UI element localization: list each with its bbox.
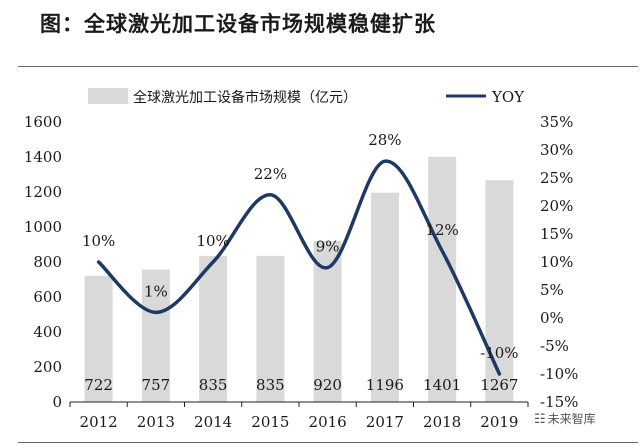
yoy-label-2018: 12% <box>425 221 458 239</box>
figure-title: 图：全球激光加工设备市场规模稳健扩张 <box>40 12 436 36</box>
axes: 2012 2013 2014 2015 2016 2017 2018 2019 0 200 400 6… <box>24 113 579 431</box>
line-series <box>96 159 502 376</box>
wechat-icon: ☷ <box>534 412 546 427</box>
y-left-tick-label: 1000 <box>24 218 62 236</box>
x-tick-label-2013: 2013 <box>137 413 175 431</box>
bar-2015 <box>256 255 285 402</box>
y-right-tick-label: 5% <box>540 281 564 299</box>
bar-2019 <box>485 180 514 402</box>
x-tick-label-2019: 2019 <box>480 413 518 431</box>
bar-2018 <box>428 156 457 402</box>
legend-bar-swatch <box>88 88 128 104</box>
watermark-text: 未来智库 <box>547 412 596 426</box>
y-left-tick-label: 200 <box>33 358 62 376</box>
y-right-tick-label: 15% <box>540 225 573 243</box>
y-right-tick-label: 20% <box>540 197 573 215</box>
legend: 全球激光加工设备市场规模（亿元） YOY <box>88 88 525 106</box>
legend-line-label: YOY <box>491 88 525 106</box>
yoy-label-2015: 22% <box>254 165 287 183</box>
top-rule <box>18 66 638 67</box>
y-left-tick-label: 1200 <box>24 183 62 201</box>
y-left-tick-label: 600 <box>33 288 62 306</box>
yoy-label-2014: 10% <box>196 232 229 250</box>
bar-2013 <box>141 269 170 402</box>
x-tick-label-2017: 2017 <box>366 413 404 431</box>
x-tick-label-2012: 2012 <box>80 413 118 431</box>
bar-value-label-2013: 757 <box>142 376 171 394</box>
yoy-label-2017: 28% <box>368 131 401 149</box>
y-right-tick-label: 30% <box>540 141 573 159</box>
yoy-label-2019: -10% <box>480 344 518 362</box>
y-left-tick-label: 1400 <box>24 148 62 166</box>
y-right-tick-label: 25% <box>540 169 573 187</box>
bar-value-label-2018: 1401 <box>423 376 461 394</box>
y-right-tick-label: -10% <box>540 365 578 383</box>
bar-2012 <box>84 275 113 402</box>
x-tick-label-2014: 2014 <box>194 413 232 431</box>
y-left-tick-label: 800 <box>33 253 62 271</box>
bottom-rule <box>18 442 638 443</box>
yoy-line <box>96 159 502 376</box>
y-right-tick-label: 10% <box>540 253 573 271</box>
bar-value-label-2017: 1196 <box>366 376 404 394</box>
x-tick-label-2018: 2018 <box>423 413 461 431</box>
watermark: ☷ 未来智库 <box>534 410 596 427</box>
x-tick-label-2015: 2015 <box>251 413 289 431</box>
bar-series <box>84 156 514 402</box>
bar-value-label-2015: 835 <box>256 376 285 394</box>
yoy-label-2016: 9% <box>316 238 340 256</box>
bar-value-label-2016: 920 <box>313 376 342 394</box>
x-tick-label-2016: 2016 <box>309 413 347 431</box>
y-left-tick-label: 0 <box>52 393 62 411</box>
y-right-tick-label: -5% <box>540 337 569 355</box>
bar-2014 <box>199 255 228 402</box>
yoy-label-2013: 1% <box>144 282 168 300</box>
yoy-label-2012: 10% <box>82 232 115 250</box>
bar-2017 <box>370 192 399 402</box>
y-right-tick-label: 0% <box>540 309 564 327</box>
y-left-tick-label: 1600 <box>24 113 62 131</box>
bar-value-label-2012: 722 <box>84 376 113 394</box>
bar-value-label-2019: 1267 <box>480 376 518 394</box>
y-left-tick-label: 400 <box>33 323 62 341</box>
bar-value-label-2014: 835 <box>199 376 228 394</box>
data-labels: 722 757 835 835 920 1196 1401 1267 10% 1% 10% 22% 9%… <box>82 131 519 394</box>
legend-bar-label: 全球激光加工设备市场规模（亿元） <box>133 89 357 106</box>
y-right-tick-label: -15% <box>540 393 578 411</box>
y-right-tick-label: 35% <box>540 113 573 131</box>
